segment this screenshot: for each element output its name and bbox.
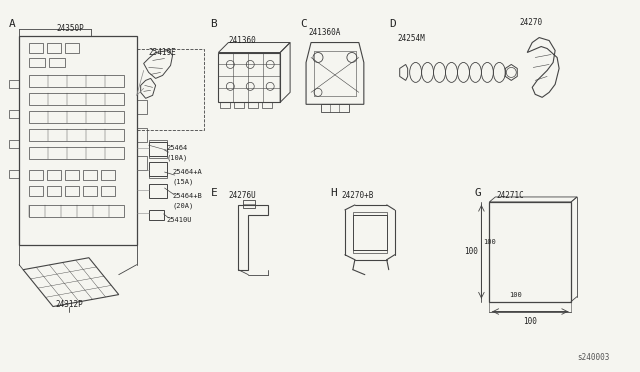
Bar <box>321 104 349 112</box>
Text: 24270: 24270 <box>519 18 542 27</box>
Bar <box>137 48 204 130</box>
Bar <box>47 42 61 52</box>
Text: 24270+B: 24270+B <box>342 192 374 201</box>
Text: s240003: s240003 <box>577 353 609 362</box>
Bar <box>220 102 230 108</box>
Bar <box>29 93 124 105</box>
Text: 24271C: 24271C <box>497 192 524 201</box>
Bar <box>29 111 124 123</box>
Bar <box>148 176 166 178</box>
Text: (20A): (20A) <box>173 203 194 209</box>
Bar <box>353 212 387 215</box>
Bar <box>49 58 65 67</box>
Bar <box>353 250 387 253</box>
Bar <box>218 52 280 102</box>
Bar <box>148 162 166 176</box>
Bar <box>29 186 43 196</box>
Bar <box>262 102 272 108</box>
Bar <box>29 205 124 217</box>
Text: B: B <box>211 19 217 29</box>
Text: G: G <box>474 188 481 198</box>
Bar <box>9 140 19 148</box>
Bar <box>29 76 124 87</box>
Text: 24312P: 24312P <box>55 300 83 309</box>
Bar <box>148 156 166 158</box>
Text: 24350P: 24350P <box>56 24 84 33</box>
Bar <box>148 140 166 142</box>
Text: C: C <box>300 19 307 29</box>
Bar <box>137 100 147 114</box>
Bar <box>137 128 147 142</box>
Bar <box>353 215 387 250</box>
Text: E: E <box>211 188 217 198</box>
Bar <box>9 170 19 178</box>
Text: 25410U: 25410U <box>166 217 192 223</box>
Text: 100: 100 <box>509 292 522 298</box>
Text: 100: 100 <box>483 239 496 245</box>
Bar <box>29 170 43 180</box>
Text: 241360: 241360 <box>228 36 256 45</box>
Text: H: H <box>330 188 337 198</box>
Text: D: D <box>390 19 397 29</box>
Text: 25419E: 25419E <box>148 48 177 57</box>
Text: 25464+A: 25464+A <box>173 169 202 175</box>
Bar <box>29 129 124 141</box>
Bar <box>148 184 166 198</box>
Text: 24276U: 24276U <box>228 192 256 201</box>
Text: (15A): (15A) <box>173 179 194 185</box>
Text: A: A <box>9 19 16 29</box>
Bar <box>47 186 61 196</box>
Bar <box>148 142 166 156</box>
Bar <box>101 186 115 196</box>
Bar <box>19 36 137 245</box>
Bar <box>83 170 97 180</box>
Text: 100: 100 <box>524 317 537 326</box>
Bar <box>83 186 97 196</box>
Text: 25464: 25464 <box>166 145 188 151</box>
Bar <box>29 42 43 52</box>
Bar <box>29 58 45 67</box>
Text: (10A): (10A) <box>166 155 188 161</box>
Text: 100: 100 <box>465 247 478 256</box>
Bar <box>490 202 571 302</box>
Bar <box>248 102 258 108</box>
Bar <box>101 170 115 180</box>
Bar <box>65 42 79 52</box>
Bar <box>137 156 147 170</box>
Text: 24254M: 24254M <box>397 34 426 43</box>
Bar <box>148 210 164 220</box>
Bar <box>9 80 19 89</box>
Bar <box>65 170 79 180</box>
Bar <box>234 102 244 108</box>
Bar <box>9 110 19 118</box>
Bar <box>29 147 124 159</box>
Text: 241360A: 241360A <box>308 28 340 37</box>
Bar <box>47 170 61 180</box>
Bar <box>65 186 79 196</box>
Text: 25464+B: 25464+B <box>173 193 202 199</box>
Bar <box>243 200 255 208</box>
